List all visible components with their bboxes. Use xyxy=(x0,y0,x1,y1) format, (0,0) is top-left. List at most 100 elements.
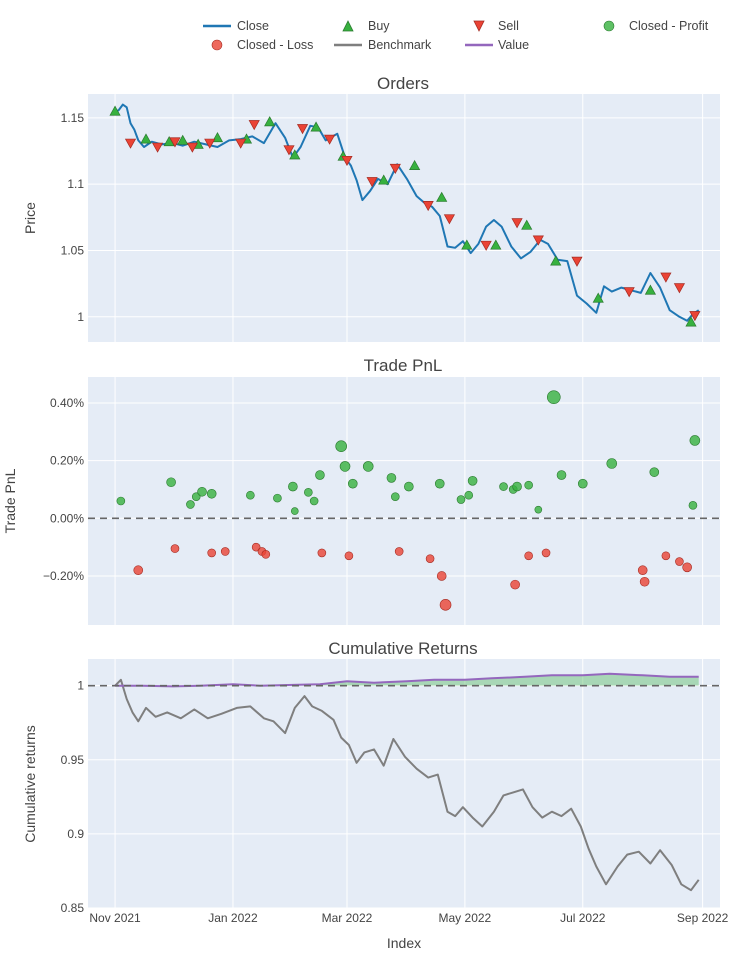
trade-pnl-y-ticks: 0.40% 0.20% 0.00% −0.20% xyxy=(43,396,84,583)
sell-marker xyxy=(660,272,672,283)
loss-trade-point xyxy=(675,557,684,566)
loss-trade-point xyxy=(661,551,671,561)
loss-trade-point xyxy=(524,551,533,561)
profit-trade-point xyxy=(116,496,126,506)
profit-trade-point xyxy=(206,488,217,499)
profit-trade-point xyxy=(512,481,522,492)
x-tick-label: Mar 2022 xyxy=(322,911,373,925)
legend-item-closed-profit[interactable]: Closed - Profit xyxy=(603,19,709,33)
triangle-up-icon xyxy=(342,20,354,32)
legend-label-close: Close xyxy=(237,19,269,33)
x-axis-ticks: Nov 2021 Jan 2022 Mar 2022 May 2022 Jul 2022… xyxy=(89,911,728,925)
profit-trade-point xyxy=(339,461,351,472)
trade-pnl-data xyxy=(88,390,720,611)
orders-y-ticks: 1.15 1.1 1.05 1 xyxy=(61,111,85,324)
x-tick-label: Sep 2022 xyxy=(677,911,729,925)
orders-panel: Orders 1.15 1.1 1.05 1 Price xyxy=(22,74,720,342)
orders-grid xyxy=(88,94,720,342)
profit-trade-point xyxy=(347,478,358,489)
legend-item-close[interactable]: Close xyxy=(203,19,269,33)
buy-marker xyxy=(289,149,301,160)
profit-trade-point xyxy=(304,488,313,497)
legend-item-sell[interactable]: Sell xyxy=(473,19,519,33)
loss-trade-point xyxy=(317,548,327,558)
buy-marker xyxy=(550,255,562,266)
loss-trade-point xyxy=(436,571,447,581)
y-tick-label: 0.95 xyxy=(61,753,85,767)
legend-item-buy[interactable]: Buy xyxy=(342,19,390,33)
profit-trade-point xyxy=(391,492,400,501)
legend[interactable]: Close Buy Sell Closed - Profit Closed - … xyxy=(203,19,709,52)
loss-trade-point xyxy=(425,554,435,563)
loss-trade-point xyxy=(207,548,216,558)
buy-marker xyxy=(140,133,152,144)
loss-trade-point xyxy=(394,547,404,556)
x-tick-label: Nov 2021 xyxy=(89,911,141,925)
sell-marker xyxy=(673,283,686,294)
loss-trade-point xyxy=(682,562,692,573)
legend-label-sell: Sell xyxy=(498,19,519,33)
buy-marker xyxy=(378,174,390,185)
sell-marker xyxy=(511,218,523,229)
orders-y-axis-title: Price xyxy=(22,202,38,234)
profit-trade-point xyxy=(362,461,374,472)
profit-trade-point xyxy=(649,467,660,477)
legend-label-value: Value xyxy=(498,38,529,52)
loss-trade-point xyxy=(439,599,452,611)
profit-trade-point xyxy=(335,440,347,453)
y-tick-label: 1 xyxy=(77,679,84,693)
sell-marker xyxy=(480,240,492,251)
sell-marker xyxy=(389,163,401,174)
buy-marker xyxy=(436,191,448,202)
buy-marker xyxy=(644,284,657,295)
profit-trade-point xyxy=(246,490,255,500)
circle-red-icon xyxy=(211,39,223,51)
cumulative-returns-plot-area xyxy=(88,659,720,908)
buy-marker xyxy=(521,219,533,230)
loss-trade-point xyxy=(541,548,551,558)
legend-item-value[interactable]: Value xyxy=(465,38,529,52)
orders-data xyxy=(109,103,701,327)
legend-item-benchmark[interactable]: Benchmark xyxy=(334,38,432,52)
profit-trade-point xyxy=(524,480,533,490)
profit-trade-point xyxy=(197,486,207,497)
y-tick-label: 1.05 xyxy=(61,243,85,257)
cumulative-returns-title: Cumulative Returns xyxy=(328,639,477,658)
y-tick-label: −0.20% xyxy=(43,569,84,583)
profit-trade-point xyxy=(186,500,195,509)
sell-marker xyxy=(248,120,260,131)
profit-trade-point xyxy=(546,390,561,404)
y-tick-label: 0.85 xyxy=(61,901,85,915)
sell-marker xyxy=(571,256,583,267)
y-tick-label: 0.00% xyxy=(50,511,84,525)
cumulative-returns-y-axis-title: Cumulative returns xyxy=(22,725,38,843)
legend-label-closed-profit: Closed - Profit xyxy=(629,19,709,33)
trade-pnl-y-axis-title: Trade PnL xyxy=(2,468,18,533)
profit-trade-point xyxy=(288,481,298,492)
cumulative-returns-y-ticks: 1 0.95 0.9 0.85 xyxy=(61,679,85,915)
buy-marker xyxy=(592,292,604,303)
legend-label-benchmark: Benchmark xyxy=(368,38,432,52)
sell-marker xyxy=(623,287,635,298)
sell-marker xyxy=(283,145,295,156)
buy-marker xyxy=(310,121,322,132)
legend-label-closed-loss: Closed - Loss xyxy=(237,38,313,52)
legend-label-buy: Buy xyxy=(368,19,390,33)
y-tick-label: 0.20% xyxy=(50,454,84,468)
profit-trade-point xyxy=(606,458,618,469)
loss-trade-point xyxy=(510,579,520,590)
y-tick-label: 1.1 xyxy=(67,177,84,191)
buy-marker xyxy=(409,159,421,170)
loss-trade-point xyxy=(639,576,650,587)
buy-marker xyxy=(461,239,473,250)
orders-title: Orders xyxy=(377,74,429,93)
sell-marker xyxy=(323,134,336,145)
sell-marker xyxy=(532,235,544,246)
sell-marker xyxy=(366,177,378,188)
profit-trade-point xyxy=(434,478,445,489)
legend-item-closed-loss[interactable]: Closed - Loss xyxy=(211,38,313,52)
sell-marker xyxy=(341,155,353,167)
profit-trade-point xyxy=(309,496,319,506)
sell-marker xyxy=(204,138,216,149)
profit-trade-point xyxy=(166,477,176,488)
